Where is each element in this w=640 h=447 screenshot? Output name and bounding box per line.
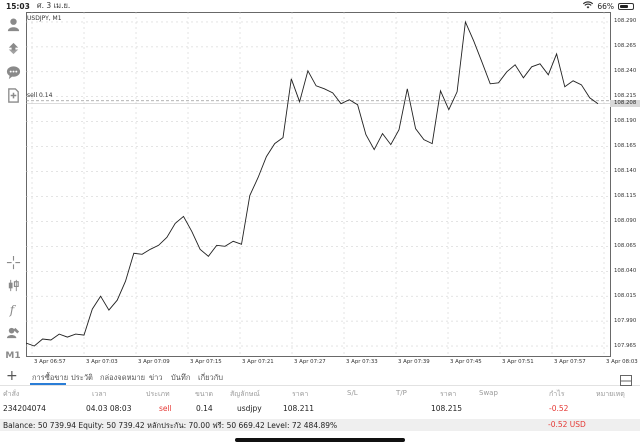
tab-news[interactable]: ข่าว [149, 373, 163, 382]
tab-about[interactable]: เกี่ยวกับ [198, 373, 224, 382]
table-row[interactable]: 234204074 04.03 08:03 sell 0.14 usdjpy 1… [0, 403, 640, 415]
balance-text: Balance: 50 739.94 Equity: 50 739.42 หลั… [3, 421, 338, 430]
order-current-price: 108.215 [431, 404, 463, 413]
price-tick-label: 107.990 [614, 317, 637, 324]
header-tp: T/P [396, 389, 407, 397]
indicators-icon[interactable]: f [5, 301, 21, 317]
price-tick-label: 108.190 [614, 118, 637, 125]
order-time: 04.03 08:03 [86, 404, 132, 413]
price-tick-label: 108.090 [614, 217, 637, 224]
status-time: 15:03 [6, 1, 30, 11]
terminal-panel: + การซื้อขาย ประวัติ กล่องจดหมาย ข่าว บั… [0, 368, 640, 447]
price-tick-label: 108.165 [614, 143, 637, 150]
tab-trade[interactable]: การซื้อขาย [32, 373, 69, 382]
order-open-price: 108.211 [283, 404, 315, 413]
price-tick-label: 108.115 [614, 192, 637, 199]
price-tick-label: 107.965 [614, 342, 637, 349]
tab-mailbox[interactable]: กล่องจดหมาย [100, 373, 146, 382]
chart-type-icon[interactable] [5, 277, 21, 293]
price-tick-label: 108.065 [614, 242, 637, 249]
price-line [26, 20, 599, 347]
header-symbol: สัญลักษณ์ [230, 390, 260, 398]
header-size: ขนาด [195, 390, 214, 398]
price-tick-label: 108.140 [614, 168, 637, 175]
time-tick-label: 3 Apr 07:51 [502, 359, 534, 365]
status-bar: 15:03 ศ. 3 เม.ย. 66% [0, 0, 640, 12]
timeframe-button[interactable]: M1 [5, 351, 21, 361]
time-tick-label: 3 Apr 07:45 [450, 359, 482, 365]
tab-history[interactable]: ประวัติ [71, 373, 93, 382]
trader-icon[interactable] [5, 16, 21, 32]
header-comment: หมายเหตุ [596, 390, 625, 398]
crosshair-icon[interactable] [5, 254, 21, 270]
time-tick-label: 3 Apr 07:03 [86, 359, 118, 365]
order-size: 0.14 [196, 404, 213, 413]
objects-icon[interactable] [5, 324, 21, 340]
time-tick-label: 3 Apr 07:21 [242, 359, 274, 365]
time-tick-label: 3 Apr 06:57 [34, 359, 66, 365]
header-type: ประเภท [146, 390, 170, 398]
time-tick-label: 3 Apr 07:15 [190, 359, 222, 365]
balance-bar: Balance: 50 739.94 Equity: 50 739.42 หลั… [0, 419, 640, 431]
plot-frame [26, 12, 611, 357]
symbol-label: USDJPY, M1 [27, 15, 62, 22]
order-profit: -0.52 [549, 404, 569, 413]
time-tick-label: 3 Apr 07:33 [346, 359, 378, 365]
add-icon[interactable]: + [6, 368, 18, 384]
active-tab-indicator [30, 383, 66, 385]
time-tick-label: 3 Apr 08:03 [606, 359, 638, 365]
price-tick-label: 108.015 [614, 292, 637, 299]
time-tick-label: 3 Apr 07:27 [294, 359, 326, 365]
header-price: ราคา [292, 390, 309, 398]
trade-icon[interactable] [5, 40, 21, 56]
terminal-tabs: + การซื้อขาย ประวัติ กล่องจดหมาย ข่าว บั… [0, 368, 640, 386]
time-tick-label: 3 Apr 07:57 [554, 359, 586, 365]
header-swap: Swap [479, 389, 498, 397]
header-profit: กำไร [549, 390, 565, 398]
price-tick-label: 108.290 [614, 18, 637, 25]
price-tick-label: 108.240 [614, 68, 637, 75]
order-type: sell [159, 404, 172, 413]
total-profit: -0.52 USD [548, 420, 586, 429]
sell-line-label: sell 0.14 [27, 92, 53, 99]
battery-icon [618, 2, 634, 10]
price-tick-label: 108.040 [614, 267, 637, 274]
status-indicators: 66% [583, 1, 634, 11]
order-ticket: 234204074 [3, 404, 46, 413]
status-date: ศ. 3 เม.ย. [36, 1, 71, 10]
wifi-icon [583, 1, 594, 11]
price-chart[interactable]: USDJPY, M1 sell 0.14 108.290 108.265 108.2… [26, 12, 640, 368]
header-current-price: ราคา [440, 390, 457, 398]
left-toolbar: f M1 [0, 12, 26, 367]
chat-icon[interactable] [5, 64, 21, 80]
new-order-icon[interactable] [5, 87, 21, 103]
tab-journal[interactable]: บันทึก [171, 373, 191, 382]
current-price-label: 108.208 [610, 100, 640, 108]
orders-header: คำสั่ง เวลา ประเภท ขนาด สัญลักษณ์ ราคา S… [0, 388, 640, 399]
time-tick-label: 3 Apr 07:39 [398, 359, 430, 365]
layout-icon[interactable] [620, 371, 632, 386]
order-symbol: usdjpy [237, 404, 262, 413]
header-sl: S/L [347, 389, 358, 397]
header-ticket: คำสั่ง [3, 390, 20, 398]
svg-text:f: f [8, 303, 16, 317]
price-tick-label: 108.215 [614, 93, 637, 100]
header-time: เวลา [92, 390, 107, 398]
chart-canvas[interactable] [26, 12, 640, 368]
home-indicator[interactable] [235, 438, 405, 442]
time-tick-label: 3 Apr 07:09 [138, 359, 170, 365]
price-axis: 108.290 108.265 108.240 108.215 108.190 108.1… [610, 12, 640, 356]
battery-percent: 66% [597, 1, 614, 11]
price-tick-label: 108.265 [614, 43, 637, 50]
